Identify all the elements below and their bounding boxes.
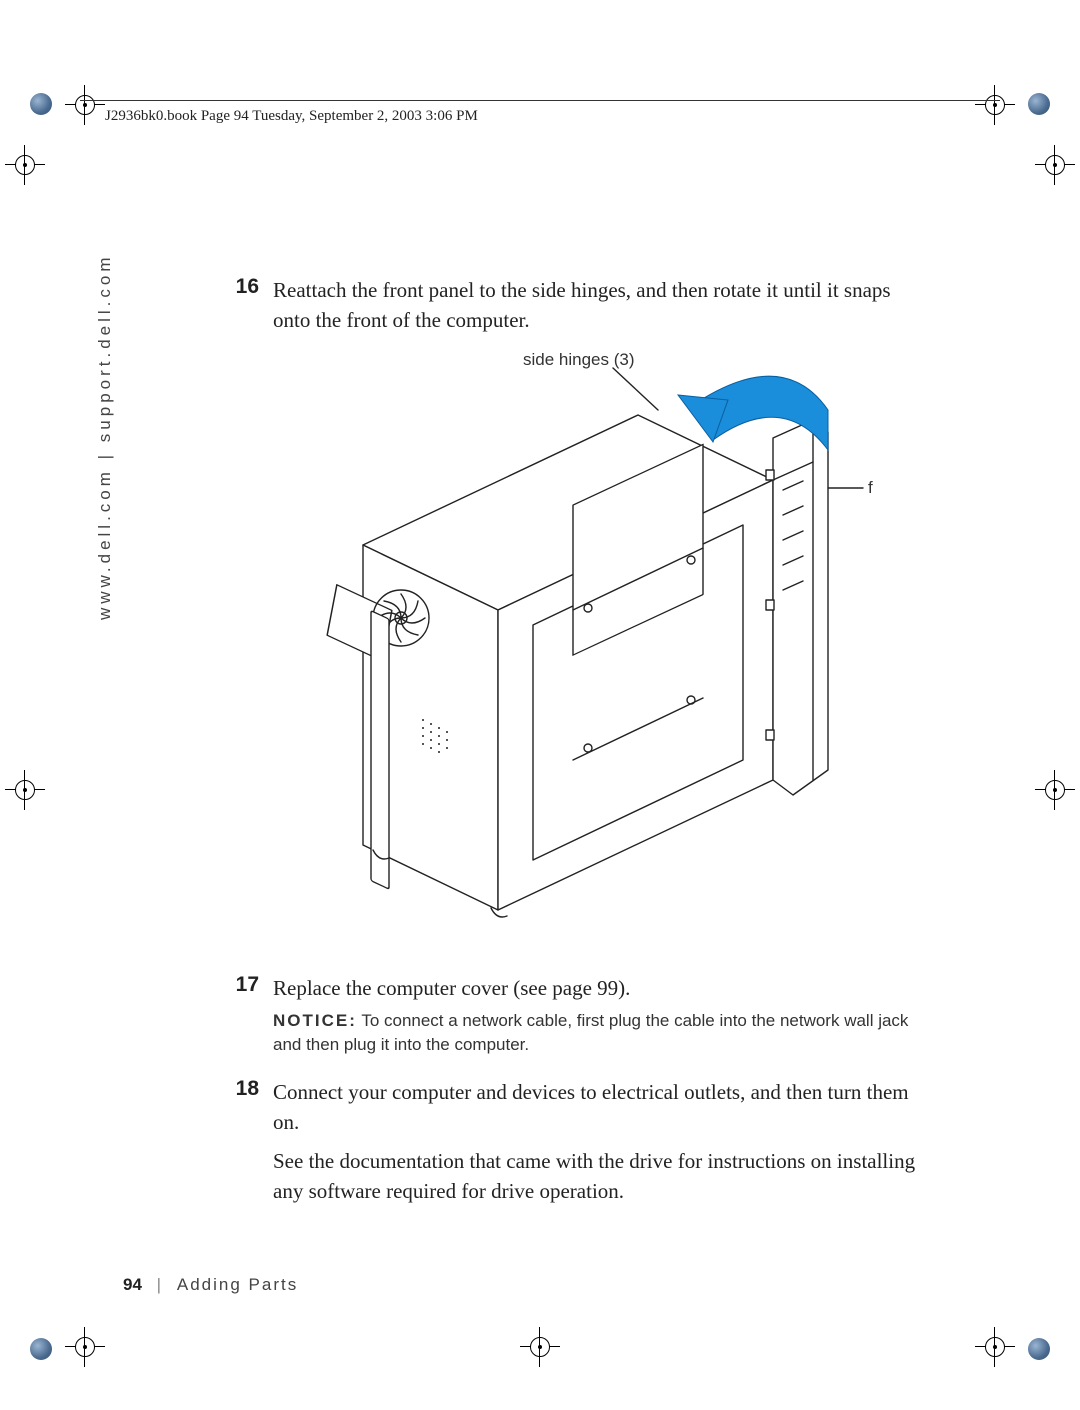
step-number: 16 xyxy=(225,275,273,336)
corner-dot xyxy=(30,93,52,115)
step-18: 18 Connect your computer and devices to … xyxy=(225,1077,925,1207)
notice: NOTICE: To connect a network cable, firs… xyxy=(273,1009,925,1057)
corner-dot xyxy=(1028,1338,1050,1360)
crop-mark xyxy=(65,1327,105,1367)
crop-mark xyxy=(65,85,105,125)
notice-text: To connect a network cable, first plug t… xyxy=(273,1011,908,1054)
crop-mark xyxy=(5,145,45,185)
step-16: 16 Reattach the front panel to the side … xyxy=(225,275,925,336)
label-front-panel: front panel xyxy=(868,478,873,497)
section-name: Adding Parts xyxy=(177,1275,298,1294)
page-content: 16 Reattach the front panel to the side … xyxy=(225,275,925,1217)
step-text-line: See the documentation that came with the… xyxy=(273,1146,925,1207)
sidebar-url: www.dell.com | support.dell.com xyxy=(95,253,115,620)
crop-mark xyxy=(520,1327,560,1367)
corner-dot xyxy=(1028,93,1050,115)
step-number: 17 xyxy=(225,973,273,1067)
step-text-line: Connect your computer and devices to ele… xyxy=(273,1077,925,1138)
step-text-line: Replace the computer cover (see page 99)… xyxy=(273,973,925,1003)
label-side-hinges: side hinges (3) xyxy=(523,350,635,369)
page-number: 94 xyxy=(123,1275,142,1294)
crop-mark xyxy=(975,85,1015,125)
notice-label: NOTICE: xyxy=(273,1011,357,1030)
computer-diagram: side hinges (3) front panel xyxy=(273,350,873,940)
step-text: Replace the computer cover (see page 99)… xyxy=(273,973,925,1067)
step-17: 17 Replace the computer cover (see page … xyxy=(225,973,925,1067)
crop-mark xyxy=(1035,145,1075,185)
step-text: Reattach the front panel to the side hin… xyxy=(273,275,925,336)
figure: side hinges (3) front panel xyxy=(273,350,925,945)
step-text: Connect your computer and devices to ele… xyxy=(273,1077,925,1207)
footer-separator: | xyxy=(157,1275,163,1294)
crop-mark xyxy=(5,770,45,810)
header-text: J2936bk0.book Page 94 Tuesday, September… xyxy=(105,108,478,125)
page-footer: 94 | Adding Parts xyxy=(123,1275,298,1295)
header-rule xyxy=(80,100,1000,101)
crop-mark xyxy=(1035,770,1075,810)
corner-dot xyxy=(30,1338,52,1360)
crop-mark xyxy=(975,1327,1015,1367)
step-number: 18 xyxy=(225,1077,273,1207)
